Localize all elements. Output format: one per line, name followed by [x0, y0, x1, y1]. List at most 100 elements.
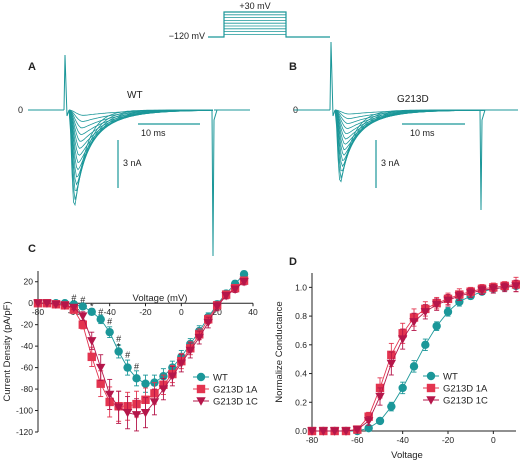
- y-tick-label: 0.2: [295, 397, 307, 407]
- voltage-protocol: +30 mV −120 mV: [169, 1, 330, 41]
- panel-a-current-scale: 3 nA: [123, 158, 142, 168]
- data-point: [230, 285, 240, 294]
- legend-swatch: [426, 396, 436, 405]
- legend-label: WT: [443, 372, 458, 383]
- current-trace: [68, 109, 213, 207]
- data-point: [455, 297, 464, 306]
- x-tick-label: 40: [248, 307, 258, 317]
- x-axis-label: Voltage: [391, 450, 423, 461]
- panel-a-time-scale: 10 ms: [141, 128, 166, 138]
- significance-mark: #: [125, 350, 130, 360]
- y-tick-label: 0.6: [295, 340, 307, 350]
- data-point: [443, 307, 453, 316]
- data-point: [96, 315, 105, 324]
- protocol-trace: [208, 11, 330, 38]
- panel-b-letter: B: [289, 61, 297, 73]
- panel-b-label: G213D: [397, 94, 429, 105]
- data-point: [33, 299, 43, 308]
- y-tick-label: -100: [16, 406, 33, 416]
- legend-swatch: [196, 397, 206, 406]
- legend-label: G213D 1A: [443, 384, 488, 395]
- significance-mark: #: [116, 334, 121, 344]
- data-point: [122, 408, 133, 418]
- legend-label: WT: [213, 373, 228, 384]
- series-line: [312, 285, 517, 432]
- data-point: [239, 270, 249, 279]
- data-point: [78, 320, 87, 329]
- data-point: [141, 379, 150, 388]
- data-point: [477, 286, 487, 295]
- data-point: [42, 299, 52, 308]
- data-point: [409, 362, 419, 371]
- x-tick-label: 20: [212, 307, 222, 317]
- y-tick-label: 1.0: [295, 282, 307, 292]
- panel-a-label: WT: [127, 90, 143, 101]
- significance-mark: #: [134, 362, 139, 372]
- iv-curve-plot: -80-60-40-2002040200-20-40-60-80-100-120…: [2, 270, 258, 437]
- current-trace: [68, 109, 213, 191]
- data-point: [375, 392, 385, 402]
- panel-d-letter: D: [289, 256, 297, 268]
- data-point: [78, 312, 88, 321]
- data-point: [465, 289, 476, 298]
- x-tick-label: -80: [32, 307, 45, 317]
- series-g213d-1c: [33, 278, 249, 432]
- data-point: [87, 307, 96, 316]
- data-point: [194, 333, 204, 343]
- legend-swatch: [196, 384, 206, 394]
- data-point: [420, 308, 431, 317]
- data-point: [185, 346, 195, 356]
- protocol-top-label: +30 mV: [239, 1, 270, 11]
- data-point: [113, 403, 124, 413]
- data-point: [149, 398, 160, 407]
- x-tick-label: -40: [104, 307, 117, 317]
- data-point: [387, 402, 396, 411]
- current-trace: [68, 109, 213, 186]
- protocol-steps: [224, 11, 286, 35]
- series-line: [312, 285, 517, 432]
- significance-mark: #: [98, 307, 103, 317]
- data-point: [51, 300, 61, 309]
- series-g213d-1c: [307, 279, 520, 436]
- significance-mark: *: [117, 341, 121, 351]
- panel-b-current-scale: 3 nA: [381, 158, 400, 168]
- legend-label: G213D 1A: [213, 385, 258, 396]
- series-line: [38, 273, 245, 385]
- data-point: [409, 318, 419, 327]
- y-tick-label: 0.0: [295, 426, 307, 436]
- traces-g213d: [294, 41, 518, 211]
- data-point: [203, 318, 213, 328]
- conductance-plot: -80 -60 -40 -20 0 0.0 0.2 0.4 0.6 0.8 1.0 Voltage No…: [274, 273, 520, 461]
- data-point: [87, 337, 97, 346]
- data-point: [105, 327, 114, 337]
- tail-current: [479, 109, 486, 211]
- data-point: [158, 385, 169, 394]
- significance-mark: #: [71, 293, 76, 303]
- x-tick-label: -20: [442, 435, 455, 445]
- panel-a-zero: 0: [18, 105, 23, 115]
- data-point: [221, 291, 231, 301]
- data-point: [421, 340, 430, 350]
- series-wt: [307, 281, 520, 436]
- panel-b: B 0 G213D 10 ms 3 nA: [289, 41, 518, 211]
- y-tick-label: 0: [28, 298, 33, 308]
- y-tick-label: 20: [24, 277, 34, 287]
- data-point: [140, 408, 151, 418]
- data-point: [96, 363, 106, 373]
- x-tick-label: -60: [351, 435, 364, 445]
- x-tick-label: 0: [491, 435, 496, 445]
- legend-label: G213D 1C: [443, 396, 488, 407]
- panel-a-letter: A: [28, 61, 36, 73]
- data-point: [78, 302, 87, 311]
- data-point: [329, 427, 340, 436]
- data-point: [60, 301, 70, 311]
- data-point: [131, 411, 142, 420]
- y-tick-label: -40: [21, 341, 34, 351]
- panel-b-time-scale: 10 ms: [410, 128, 435, 138]
- current-trace: [334, 109, 485, 180]
- traces-wt: [28, 54, 250, 257]
- y-tick-label: -20: [21, 320, 34, 330]
- y-tick-label: -60: [21, 363, 34, 373]
- data-point: [69, 303, 79, 313]
